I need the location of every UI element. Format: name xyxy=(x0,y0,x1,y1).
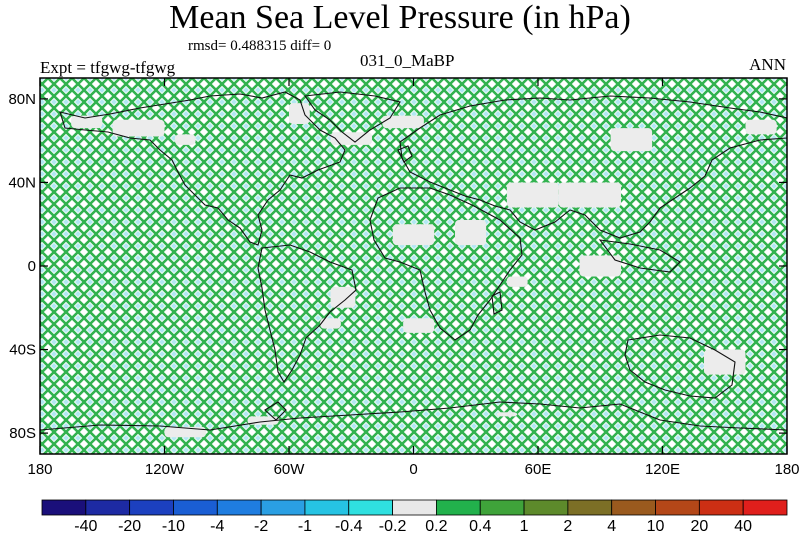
y-tick-label: 80N xyxy=(8,91,36,108)
colorbar-box xyxy=(392,499,437,516)
season-label: ANN xyxy=(749,55,786,74)
colorbar-box xyxy=(479,499,525,516)
near-zero-region xyxy=(745,119,777,135)
near-zero-region xyxy=(320,318,341,329)
near-zero-region xyxy=(506,276,528,287)
x-tick-label: 180 xyxy=(27,461,52,478)
y-tick-label: 40N xyxy=(8,174,36,191)
colorbar-box xyxy=(567,499,613,516)
y-tick-label: 40S xyxy=(9,342,36,359)
near-zero-region xyxy=(392,224,435,246)
x-tick-label: 0 xyxy=(409,461,417,478)
colorbar-label: -40 xyxy=(74,518,97,534)
near-zero-region xyxy=(330,286,356,308)
colorbar-label: -0.4 xyxy=(335,518,363,534)
colorbar-label: -10 xyxy=(162,518,185,534)
colorbar-box xyxy=(85,499,131,516)
near-zero-region xyxy=(112,119,165,137)
near-zero-region xyxy=(704,349,746,375)
near-zero-region xyxy=(579,255,621,277)
colorbar-label: -20 xyxy=(118,518,141,534)
colorbar-box xyxy=(129,499,174,516)
period-label: 031_0_MaBP xyxy=(360,51,455,70)
colorbar-label: 2 xyxy=(563,518,572,534)
colorbar-label: -1 xyxy=(298,518,312,534)
colorbar-box xyxy=(523,499,569,516)
near-zero-region xyxy=(455,220,487,246)
x-tick-label: 60E xyxy=(525,461,552,478)
colorbar-box xyxy=(260,499,306,516)
colorbar-box xyxy=(173,499,218,516)
y-tick-label: 80S xyxy=(9,425,36,442)
colorbar-box xyxy=(611,499,656,516)
colorbar-box xyxy=(742,499,788,516)
stats-label: rmsd= 0.488315 diff= 0 xyxy=(188,38,332,54)
colorbar-label: 0.4 xyxy=(469,518,491,534)
near-zero-region xyxy=(403,318,435,333)
near-zero-region xyxy=(496,412,518,417)
colorbar-label: 40 xyxy=(734,518,752,534)
colorbar-box xyxy=(304,499,350,516)
colorbar-box xyxy=(655,499,700,516)
colorbar-label: -4 xyxy=(210,518,224,534)
near-zero-region xyxy=(558,182,621,208)
colorbar-label: 4 xyxy=(607,518,616,534)
plot-background xyxy=(40,78,787,454)
colorbar-label: 1 xyxy=(520,518,529,534)
colorbar-boxes xyxy=(41,499,788,516)
colorbar-label: -0.2 xyxy=(379,518,407,534)
colorbar-label: -2 xyxy=(254,518,268,534)
near-zero-region xyxy=(382,115,424,129)
experiment-label: Expt = tfgwg-tfgwg xyxy=(40,58,176,77)
colorbar-box xyxy=(698,499,744,516)
near-zero-region xyxy=(174,134,196,145)
colorbar-box xyxy=(436,499,481,516)
near-zero-region xyxy=(289,103,310,124)
near-zero-region xyxy=(610,128,653,152)
y-tick-label: 0 xyxy=(28,258,36,275)
colorbar-box xyxy=(348,499,393,516)
colorbar-label: 10 xyxy=(647,518,665,534)
colorbar-box xyxy=(216,499,262,516)
x-tick-label: 120E xyxy=(645,461,680,478)
x-tick-label: 180 xyxy=(774,461,799,478)
near-zero-regions xyxy=(71,103,777,438)
colorbar-labels: -40 -20 -10 -4 -2 -1 -0.4 -0.2 0.2 0.4 1 2 4 10 20 40 xyxy=(74,518,752,534)
chart-title: Mean Sea Level Pressure (in hPa) xyxy=(169,0,631,36)
near-zero-region xyxy=(506,182,559,208)
axis-ticks: 180 120W 60W 0 60E 120E 180 80N 40N 0 40S 80S xyxy=(8,78,800,478)
colorbar-label: 20 xyxy=(690,518,708,534)
near-zero-region xyxy=(71,115,103,129)
colorbar-box xyxy=(41,499,87,516)
near-zero-region xyxy=(164,426,206,438)
land-outlines xyxy=(40,91,787,454)
colorbar-label: 0.2 xyxy=(425,518,447,534)
x-tick-label: 120W xyxy=(145,461,185,478)
x-tick-label: 60W xyxy=(274,461,306,478)
